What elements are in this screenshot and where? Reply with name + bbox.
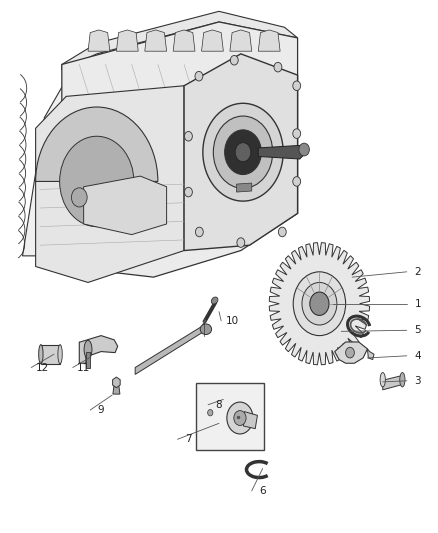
Polygon shape: [201, 30, 223, 51]
Circle shape: [195, 71, 203, 81]
Polygon shape: [244, 411, 258, 429]
Polygon shape: [367, 349, 374, 360]
Circle shape: [237, 238, 245, 247]
Polygon shape: [145, 30, 166, 51]
Circle shape: [208, 409, 213, 416]
Circle shape: [225, 130, 261, 174]
Circle shape: [302, 282, 337, 325]
Ellipse shape: [380, 373, 385, 387]
Circle shape: [293, 176, 300, 186]
Text: 2: 2: [414, 267, 421, 277]
Text: 12: 12: [35, 362, 49, 373]
Circle shape: [230, 55, 238, 65]
Bar: [196, 383, 264, 450]
Polygon shape: [62, 11, 297, 70]
Polygon shape: [88, 30, 110, 51]
Circle shape: [184, 187, 192, 197]
Text: 8: 8: [215, 400, 223, 410]
Text: 4: 4: [414, 351, 421, 361]
Ellipse shape: [400, 373, 405, 387]
Circle shape: [234, 410, 246, 425]
Ellipse shape: [212, 297, 218, 304]
Polygon shape: [335, 342, 367, 364]
Text: 11: 11: [77, 362, 90, 373]
Circle shape: [299, 143, 309, 156]
Ellipse shape: [39, 345, 43, 364]
Polygon shape: [237, 183, 252, 192]
Circle shape: [310, 292, 329, 316]
Wedge shape: [35, 107, 158, 181]
Bar: [86, 352, 90, 368]
Circle shape: [274, 62, 282, 72]
Text: 9: 9: [98, 405, 104, 415]
Text: 7: 7: [185, 434, 192, 445]
Circle shape: [293, 81, 300, 91]
Circle shape: [293, 272, 346, 336]
Circle shape: [60, 136, 134, 227]
Polygon shape: [258, 146, 306, 159]
Text: 3: 3: [414, 376, 421, 386]
Text: 10: 10: [226, 316, 239, 326]
Polygon shape: [269, 243, 370, 365]
Ellipse shape: [200, 324, 212, 335]
Circle shape: [279, 227, 286, 237]
Polygon shape: [113, 377, 120, 387]
Polygon shape: [84, 176, 166, 235]
Ellipse shape: [58, 345, 62, 364]
Polygon shape: [117, 30, 138, 51]
Polygon shape: [113, 383, 120, 394]
Polygon shape: [22, 43, 110, 256]
Ellipse shape: [84, 341, 92, 359]
Polygon shape: [258, 30, 280, 51]
Polygon shape: [184, 54, 297, 251]
Polygon shape: [79, 336, 118, 364]
Circle shape: [184, 132, 192, 141]
Polygon shape: [135, 326, 202, 374]
Circle shape: [195, 227, 203, 237]
Polygon shape: [62, 22, 297, 277]
Circle shape: [293, 129, 300, 139]
Polygon shape: [383, 375, 403, 390]
Circle shape: [213, 116, 273, 188]
Text: 5: 5: [414, 325, 421, 335]
Polygon shape: [230, 30, 252, 51]
Circle shape: [71, 188, 87, 207]
Text: 6: 6: [259, 486, 266, 496]
Circle shape: [235, 143, 251, 162]
Polygon shape: [35, 86, 184, 282]
Text: 1: 1: [414, 298, 421, 309]
Circle shape: [227, 402, 253, 434]
Polygon shape: [41, 345, 60, 364]
Circle shape: [346, 348, 354, 358]
Circle shape: [203, 103, 283, 201]
Polygon shape: [173, 30, 195, 51]
